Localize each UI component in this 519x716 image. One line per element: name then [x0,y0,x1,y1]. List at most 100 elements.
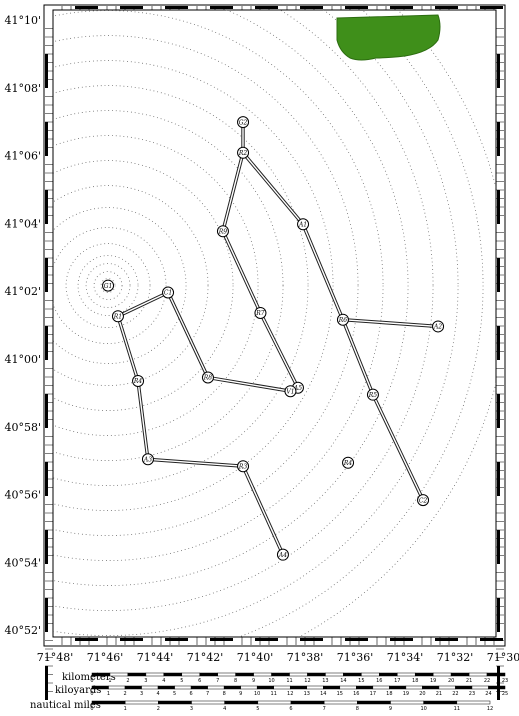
scale-tick-label: 14 [320,691,326,697]
scale-tick-label: 2 [126,678,129,684]
land-mass [336,14,441,61]
scale-tick-label: 6 [190,691,193,697]
marker-r7[interactable]: R7 [254,306,267,319]
range-ring [93,271,123,300]
marker-g2[interactable]: G2 [237,116,250,129]
latitude-label: 41°04' [4,217,41,230]
marker-r4[interactable]: R4 [342,456,355,469]
marker-label: R8 [203,375,213,382]
latitude-label: 41°02' [4,285,41,298]
marker-label: A1 [298,221,307,228]
scale-tick-label: 13 [304,691,310,697]
range-ring [53,10,409,586]
scale-tick-label: 5 [256,706,259,712]
marker-r8[interactable]: R8 [201,371,214,384]
scale-tick-label: 8 [223,691,226,697]
marker-label: A3 [143,456,152,463]
marker-a1[interactable]: A1 [297,218,310,231]
scale-tick-label: 10 [268,678,274,684]
marker-label: C2 [419,497,428,504]
scale-tick-label: 12 [304,678,310,684]
range-ring [53,185,209,386]
latitude-label: 41°06' [4,150,41,163]
scale-tick-label: 23 [469,691,475,697]
range-ring [77,255,139,316]
scale-tick-label: 16 [376,678,382,684]
scale-tick-label: 5 [173,691,176,697]
range-ring [53,110,284,461]
scale-tick-label: 19 [403,691,409,697]
scale-tick-label: 9 [389,706,392,712]
marker-g1[interactable]: G1 [102,279,115,292]
scale-tick-label: 11 [286,678,292,684]
scale-tick-label: 11 [271,691,277,697]
scale-tick-label: 4 [162,678,165,684]
marker-a2[interactable]: A2 [432,320,445,333]
scale-tick-label: 7 [206,691,209,697]
scale-tick-label: 22 [484,678,490,684]
marker-label: A5 [293,385,302,392]
range-ring [53,10,459,636]
marker-label: C1 [164,290,172,297]
marker-label: R2 [238,150,248,157]
scale-tick-label: 7 [216,678,219,684]
longitude-label: 71°34' [387,651,424,664]
latitude-labels: 41°10' 41°08' 41°06' 41°04' 41°02' 41°00' 40°5… [4,14,41,637]
scale-tick-label: 21 [436,691,442,697]
latitude-label: 41°08' [4,82,41,95]
marker-c2[interactable]: C2 [417,494,430,507]
marker-r9[interactable]: R9 [216,225,229,238]
marker-r2[interactable]: R2 [237,146,250,159]
marker-label: R9 [218,228,228,235]
marker-label: R4 [133,378,143,385]
marker-r1[interactable]: R1 [111,310,124,323]
scale-tick-label: 0 [90,706,93,712]
marker-label: R6 [338,317,348,324]
scale-tick-label: 18 [386,691,392,697]
scale-tick-label: 0 [90,678,93,684]
scale-tick-label: 6 [289,706,292,712]
scale-tick-label: 10 [420,706,426,712]
range-ring [85,263,131,308]
range-ring [53,207,187,364]
marker-r5[interactable]: R5 [366,388,379,401]
scale-tick-label: 7 [323,706,326,712]
route-line-inner [117,291,291,392]
range-ring [53,10,384,561]
scale-tick-label: 1 [107,691,110,697]
longitude-label: 71°42' [187,651,224,664]
marker-label: V1 [286,388,294,395]
marker-c1[interactable]: C1 [162,286,175,299]
marker-label: G2 [239,119,248,126]
scale-tick-label: 12 [287,691,293,697]
scale-tick-label: 6 [198,678,201,684]
latitude-label: 40°56' [4,489,41,502]
marker-r3[interactable]: R3 [237,460,250,473]
latitude-label: 41°00' [4,353,41,366]
scale-tick-label: 11 [454,706,460,712]
marker-r6[interactable]: R6 [336,313,349,326]
scale-tick-label: 17 [394,678,400,684]
scale-tick-label: 4 [156,691,159,697]
scale-kiloyards: kiloyards 0 1 2 3 4 5 6 7 8 9 10 11 12 13 14 15 16 17 18 19… [55,685,508,697]
scale-tick-label: 12 [487,706,493,712]
marker-v1[interactable]: V1 [284,385,297,398]
latitude-label: 41°10' [4,14,41,27]
longitude-label: 71°38' [287,651,324,664]
range-rings [53,10,496,637]
scale-tick-label: 20 [419,691,425,697]
scale-tick-label: 10 [254,691,260,697]
marker-a4[interactable]: A4 [276,548,289,561]
scale-tick-label: 4 [223,706,226,712]
scale-tick-label: 3 [140,691,143,697]
route-lines [116,122,439,556]
route-line-inner [242,152,439,328]
range-ring [65,243,151,328]
marker-a3[interactable]: A3 [141,453,154,466]
longitude-label: 71°48' [37,651,74,664]
marker-r4b[interactable]: R4 [132,374,145,387]
range-ring [53,35,359,536]
scale-tick-label: 14 [340,678,346,684]
